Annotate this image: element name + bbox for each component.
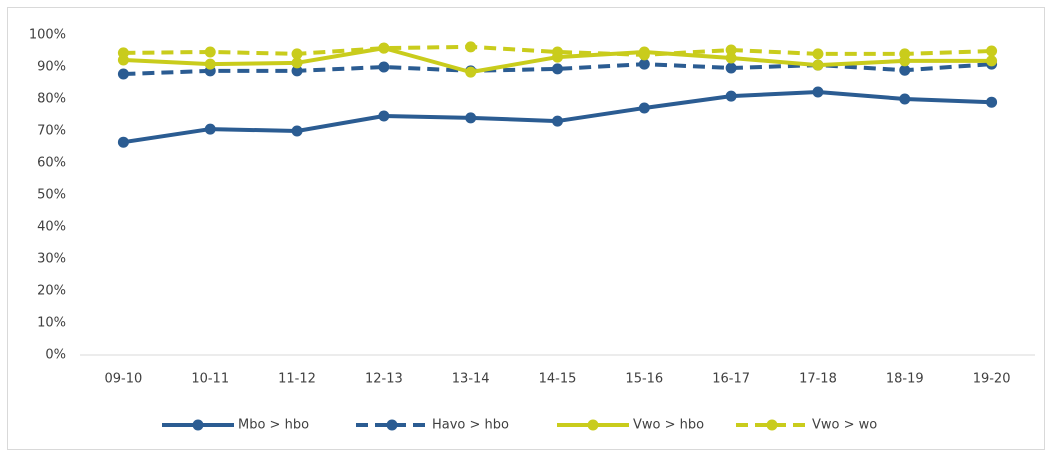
data-point: [378, 61, 390, 73]
x-tick-label: 11-12: [278, 372, 316, 387]
data-point: [291, 125, 303, 137]
x-tick-label: 13-14: [452, 372, 490, 387]
y-tick-label: 100%: [29, 28, 66, 43]
data-point: [899, 48, 911, 60]
y-tick-label: 10%: [37, 316, 66, 331]
data-point: [899, 64, 911, 76]
data-point: [812, 48, 824, 60]
data-point: [638, 58, 650, 70]
data-point: [465, 41, 477, 53]
data-point: [725, 52, 737, 64]
x-tick-label: 14-15: [539, 372, 577, 387]
data-point: [378, 110, 390, 122]
series-line: [123, 44, 992, 57]
legend-marker: [386, 419, 398, 431]
y-tick-label: 80%: [37, 92, 66, 107]
y-tick-label: 0%: [45, 348, 66, 363]
legend-marker: [766, 419, 778, 431]
y-tick-label: 50%: [37, 188, 66, 203]
legend-marker: [192, 419, 204, 431]
data-point: [986, 96, 998, 108]
data-point: [986, 55, 998, 67]
legend-label: Mbo > hbo: [238, 418, 309, 433]
x-tick-label: 09-10: [105, 372, 143, 387]
y-tick-label: 90%: [37, 60, 66, 75]
x-tick-label: 17-18: [799, 372, 837, 387]
y-tick-label: 70%: [37, 124, 66, 139]
data-point: [117, 136, 129, 148]
series-line: [123, 62, 992, 77]
y-tick-label: 30%: [37, 252, 66, 267]
data-point: [291, 65, 303, 77]
data-point: [291, 48, 303, 60]
y-tick-label: 20%: [37, 284, 66, 299]
x-tick-label: 16-17: [712, 372, 750, 387]
data-point: [638, 102, 650, 114]
x-tick-label: 10-11: [191, 372, 229, 387]
data-point: [378, 42, 390, 54]
legend-marker: [587, 419, 599, 431]
data-point: [725, 44, 737, 56]
legend-label: Havo > hbo: [432, 418, 509, 433]
data-point: [465, 66, 477, 78]
x-tick-label: 15-16: [625, 372, 663, 387]
data-point: [204, 123, 216, 135]
data-point: [725, 90, 737, 102]
data-point: [117, 68, 129, 80]
y-tick-label: 60%: [37, 156, 66, 171]
x-tick-label: 19-20: [973, 372, 1011, 387]
legend-label: Vwo > hbo: [633, 418, 704, 433]
y-tick-label: 40%: [37, 220, 66, 235]
data-point: [465, 112, 477, 124]
data-point: [117, 47, 129, 59]
data-point: [986, 45, 998, 57]
data-point: [204, 46, 216, 58]
data-point: [899, 93, 911, 105]
data-point: [552, 115, 563, 127]
data-point: [204, 58, 216, 70]
chart-frame: [7, 7, 1045, 450]
data-point: [291, 57, 303, 69]
data-point: [638, 49, 650, 61]
data-point: [812, 59, 824, 71]
data-point: [812, 86, 824, 98]
data-point: [552, 63, 563, 75]
data-point: [725, 62, 737, 74]
x-tick-label: 12-13: [365, 372, 403, 387]
data-point: [552, 46, 563, 58]
legend-label: Vwo > wo: [812, 418, 877, 433]
x-tick-label: 18-19: [886, 372, 924, 387]
